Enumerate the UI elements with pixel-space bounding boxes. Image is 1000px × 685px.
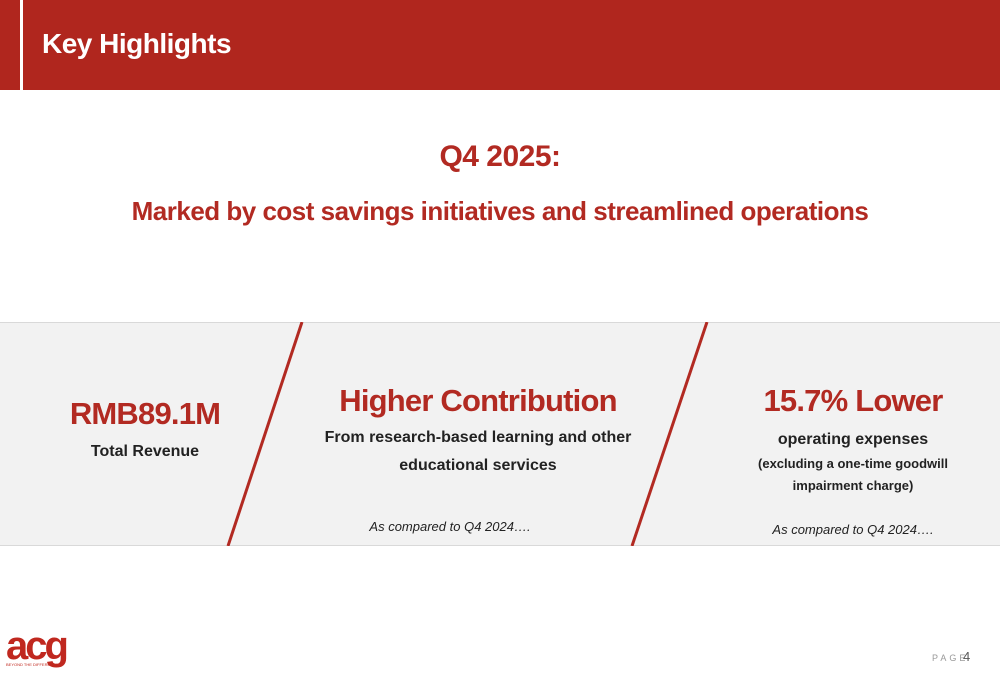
slide-title: Key Highlights — [42, 28, 232, 59]
logo: acg — [6, 624, 69, 668]
header-bar — [0, 0, 1000, 90]
figure: 15.7% Lower — [763, 383, 943, 418]
caption: Total Revenue — [90, 443, 200, 460]
divider — [226, 322, 304, 546]
note: As compared to Q4 2024…. — [772, 522, 934, 537]
page-label: PAGE — [932, 653, 969, 663]
caption: operating expenses — [777, 431, 929, 448]
caption: From research-based learning and other e… — [324, 429, 632, 474]
note: As compared to Q4 2024…. — [369, 519, 531, 534]
header-rule — [20, 0, 23, 90]
headline: Q4 2025: — [439, 140, 561, 173]
headline: Marked by cost savings initiatives and s… — [131, 196, 869, 226]
detail: (excluding a one-time goodwill impairmen… — [758, 456, 948, 493]
highlight-panel — [0, 322, 1000, 546]
figure: Higher Contribution — [339, 383, 617, 418]
figure: RMB89.1M — [69, 396, 221, 431]
logo-tagline: BEYOND THE DIFFERENCE — [6, 662, 59, 667]
dividers — [226, 322, 709, 546]
page-number: 4 — [963, 649, 971, 664]
divider — [630, 322, 709, 546]
